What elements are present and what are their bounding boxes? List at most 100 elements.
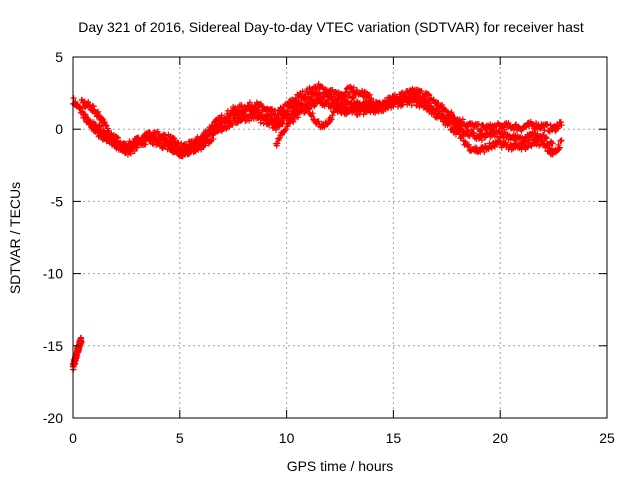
data-point (305, 105, 312, 112)
data-point (443, 108, 450, 115)
data-point (91, 122, 98, 129)
x-tick-label: 15 (386, 430, 402, 446)
data-point (350, 94, 357, 101)
data-point (481, 149, 488, 156)
data-point (459, 133, 466, 140)
data-point (520, 140, 527, 147)
data-point (280, 117, 287, 124)
data-point (286, 119, 293, 126)
data-point (555, 123, 562, 130)
data-point (328, 116, 335, 123)
data-point (330, 109, 337, 116)
data-point (78, 339, 85, 346)
data-point (157, 137, 164, 144)
data-point (119, 144, 126, 151)
y-tick-label: -20 (43, 410, 63, 426)
data-point (77, 104, 84, 111)
data-point (459, 116, 466, 123)
data-point (272, 126, 279, 133)
data-point (175, 139, 182, 146)
data-point (96, 123, 103, 130)
data-point (315, 118, 322, 125)
data-point (274, 140, 281, 147)
y-tick-label: -15 (43, 338, 63, 354)
data-point (556, 145, 563, 152)
data-point (443, 107, 450, 114)
data-point (542, 134, 549, 141)
data-point (308, 113, 315, 120)
x-tick-label: 25 (599, 430, 615, 446)
data-point (446, 120, 453, 127)
y-tick-label: -10 (43, 266, 63, 282)
data-point (558, 121, 565, 128)
data-point (557, 137, 564, 144)
data-point (459, 123, 466, 130)
data-point (142, 141, 149, 148)
y-tick-label: 5 (55, 49, 63, 65)
data-point (153, 136, 160, 143)
data-point (167, 142, 174, 149)
data-point (100, 127, 107, 134)
data-point (111, 137, 118, 144)
data-point (295, 97, 302, 104)
data-point (524, 144, 531, 151)
data-points (70, 81, 565, 373)
data-point (103, 122, 110, 129)
data-point (420, 100, 427, 107)
data-point (168, 137, 175, 144)
data-point (425, 91, 432, 98)
data-point (439, 101, 446, 108)
data-point (174, 148, 181, 155)
data-point (556, 144, 563, 151)
data-point (201, 142, 208, 149)
data-point (131, 148, 138, 155)
data-point (275, 122, 282, 129)
data-point (95, 108, 102, 115)
data-point (116, 141, 123, 148)
data-point (349, 109, 356, 116)
data-point (416, 92, 423, 99)
data-point (495, 128, 502, 135)
plot-frame (72, 56, 608, 419)
data-point (558, 137, 565, 144)
data-point (149, 140, 156, 147)
data-point (70, 95, 77, 102)
data-point (218, 112, 225, 119)
data-point (333, 106, 340, 113)
data-point (238, 102, 245, 109)
series-band-4 (272, 83, 375, 149)
data-point (207, 138, 214, 145)
data-point (309, 110, 316, 117)
data-point (268, 112, 275, 119)
x-tick-label: 5 (176, 430, 184, 446)
axis-ticks: 0 5 10 15 20 25 5 0 -5 -10 -15 -20 (43, 49, 615, 446)
x-tick-label: 10 (279, 430, 295, 446)
data-point (282, 127, 289, 134)
data-point (478, 137, 485, 144)
data-point (360, 111, 367, 118)
data-point (259, 107, 266, 114)
y-tick-label: -5 (51, 193, 64, 209)
data-point (547, 121, 554, 128)
data-point (465, 141, 472, 148)
x-axis-label: GPS time / hours (287, 458, 394, 474)
data-point (447, 115, 454, 122)
data-point (230, 115, 237, 122)
data-point (333, 100, 340, 107)
data-point (234, 119, 241, 126)
data-point (210, 136, 217, 143)
data-point (498, 144, 505, 151)
data-point (470, 129, 477, 136)
data-point (124, 151, 131, 158)
data-point (426, 92, 433, 99)
data-point (291, 115, 298, 122)
data-point (229, 121, 236, 128)
chart-title: Day 321 of 2016, Sidereal Day-to-day VTE… (78, 19, 584, 35)
data-point (481, 134, 488, 141)
data-point (425, 97, 432, 104)
data-point (90, 103, 97, 110)
data-point (368, 95, 375, 102)
data-point (319, 84, 326, 91)
data-point (394, 103, 401, 110)
